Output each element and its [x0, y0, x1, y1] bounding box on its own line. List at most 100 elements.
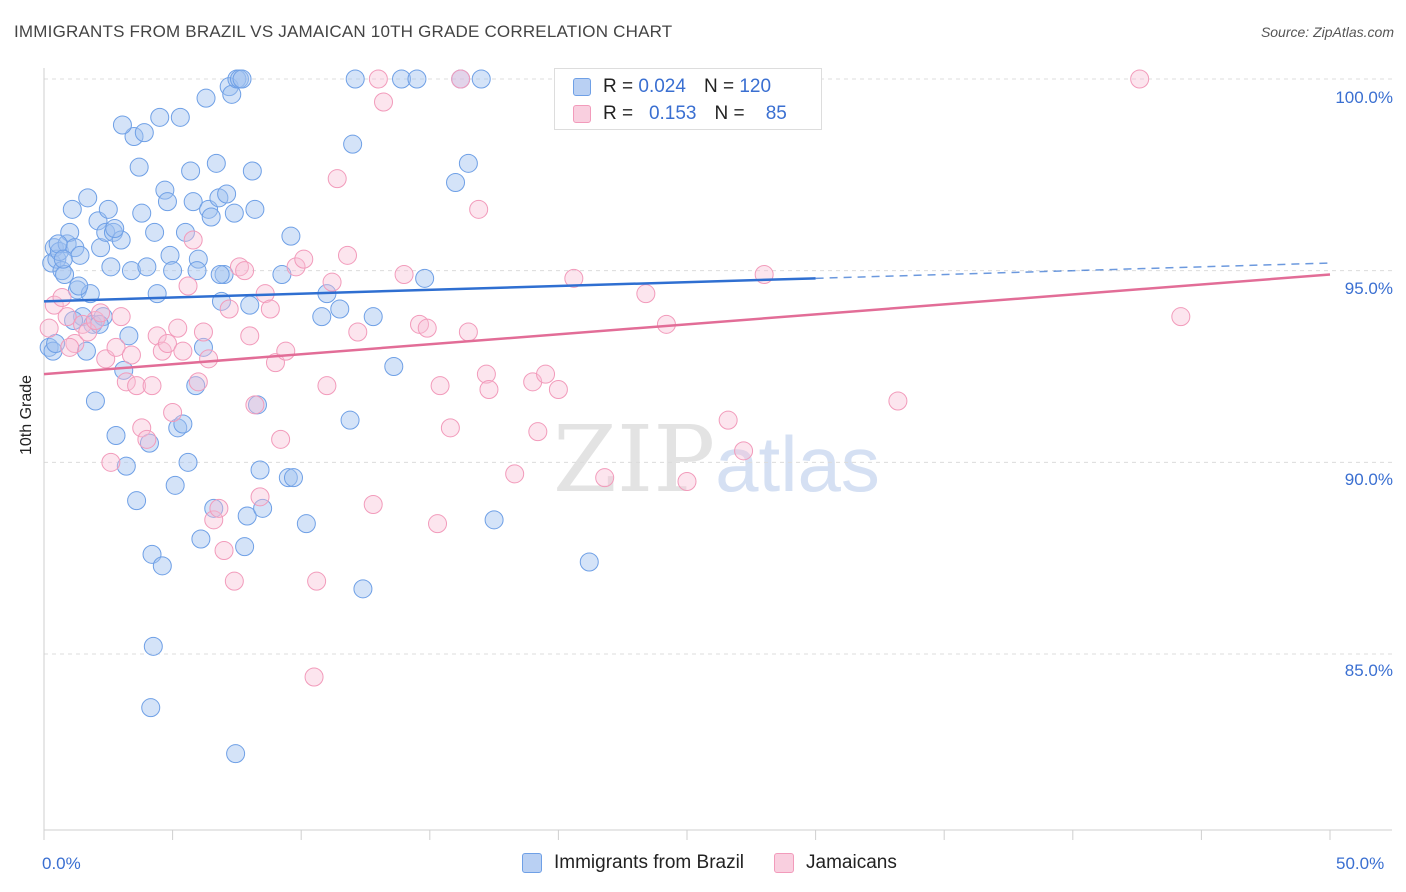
point-jamaicans — [394, 265, 414, 284]
point-jamaicans — [458, 322, 478, 342]
point-brazil — [210, 265, 230, 284]
point-brazil — [237, 506, 257, 526]
point-jamaicans — [374, 92, 394, 112]
point-jamaicans — [528, 422, 548, 442]
point-jamaicans — [57, 307, 77, 327]
point-brazil — [127, 491, 147, 511]
point-brazil — [145, 222, 165, 242]
point-jamaicans — [121, 345, 141, 365]
point-brazil — [281, 226, 301, 246]
point-jamaicans — [348, 322, 368, 342]
point-jamaicans — [127, 376, 147, 396]
point-brazil — [181, 161, 201, 181]
point-jamaicans — [718, 410, 738, 430]
point-jamaicans — [132, 418, 152, 438]
point-brazil — [60, 222, 80, 242]
legend-row-brazil: R = 0.024 N = 120 — [573, 74, 771, 100]
point-brazil — [134, 123, 154, 143]
point-brazil — [178, 452, 198, 472]
point-jamaicans — [188, 372, 208, 392]
legend-n-value: 120 — [739, 76, 772, 97]
point-jamaicans — [548, 380, 568, 399]
y-tick-label: 95.0% — [1344, 279, 1393, 298]
point-jamaicans — [337, 245, 357, 265]
point-brazil — [330, 299, 350, 319]
point-jamaicans — [317, 376, 337, 396]
legend-swatch-jamaicans — [573, 105, 591, 123]
series-label-brazil: Immigrants from Brazil — [554, 852, 745, 873]
point-brazil — [55, 265, 75, 284]
point-brazil — [250, 460, 270, 480]
point-brazil — [150, 107, 170, 127]
point-jamaicans — [595, 468, 615, 488]
point-jamaicans — [536, 364, 556, 384]
point-jamaicans — [163, 403, 183, 422]
y-tick-label: 90.0% — [1344, 470, 1393, 489]
point-brazil — [175, 222, 195, 242]
trend-line-brazil-extension — [815, 262, 1331, 280]
point-brazil — [458, 153, 478, 173]
point-jamaicans — [440, 418, 460, 438]
point-jamaicans — [111, 307, 131, 327]
point-brazil — [116, 456, 136, 476]
legend-r-value: 0.024 — [638, 76, 686, 97]
legend-r-label: R = — [603, 76, 634, 97]
point-brazil — [165, 475, 185, 495]
point-brazil — [80, 284, 100, 304]
point-brazil — [147, 284, 167, 304]
watermark: ZIPatlas — [553, 406, 880, 513]
point-jamaicans — [137, 429, 157, 449]
point-jamaicans — [636, 284, 656, 304]
point-jamaicans — [363, 495, 383, 514]
y-tick-label: 85.0% — [1344, 661, 1393, 680]
point-brazil — [62, 199, 82, 219]
point-brazil — [392, 69, 412, 89]
point-jamaicans — [91, 303, 111, 323]
point-jamaicans — [417, 318, 437, 338]
point-jamaicans — [476, 364, 496, 384]
point-brazil — [105, 219, 125, 238]
point-jamaicans — [65, 334, 85, 353]
point-jamaicans — [430, 376, 450, 396]
point-brazil — [48, 234, 68, 254]
point-brazil — [345, 69, 365, 89]
point-jamaicans — [276, 341, 296, 361]
point-jamaicans — [219, 299, 239, 319]
point-brazil — [217, 184, 237, 204]
point-brazil — [196, 88, 216, 108]
point-jamaicans — [78, 322, 98, 342]
point-jamaicans — [235, 261, 255, 281]
point-jamaicans — [106, 337, 126, 357]
point-brazil — [152, 556, 172, 576]
point-brazil — [226, 744, 246, 764]
source-label: Source: ZipAtlas.com — [1260, 24, 1394, 40]
point-jamaicans — [734, 441, 754, 461]
point-brazil — [415, 268, 435, 288]
point-brazil — [101, 257, 121, 277]
point-brazil — [78, 188, 98, 208]
point-jamaicans — [116, 372, 136, 392]
point-brazil — [168, 418, 188, 438]
point-jamaicans — [229, 257, 249, 277]
point-brazil — [160, 245, 180, 265]
point-jamaicans — [193, 322, 213, 342]
y-tick-label: 100.0% — [1335, 88, 1393, 107]
point-brazil — [183, 192, 203, 212]
point-jamaicans — [157, 334, 177, 353]
point-jamaicans — [178, 276, 198, 296]
series-swatch-jamaicans — [774, 853, 795, 873]
point-brazil — [232, 69, 252, 89]
series-legend-brazil: Immigrants from Brazil — [522, 852, 744, 874]
point-jamaicans — [173, 341, 193, 361]
series-swatch-brazil — [522, 853, 542, 873]
point-jamaicans — [39, 318, 59, 338]
point-jamaicans — [214, 541, 234, 560]
point-brazil — [193, 337, 213, 357]
point-brazil — [137, 257, 157, 277]
point-brazil — [119, 326, 139, 346]
point-brazil — [204, 498, 224, 518]
trend-line-brazil — [43, 277, 816, 303]
point-jamaicans — [505, 464, 525, 484]
point-brazil — [155, 180, 175, 200]
point-brazil — [53, 249, 73, 269]
